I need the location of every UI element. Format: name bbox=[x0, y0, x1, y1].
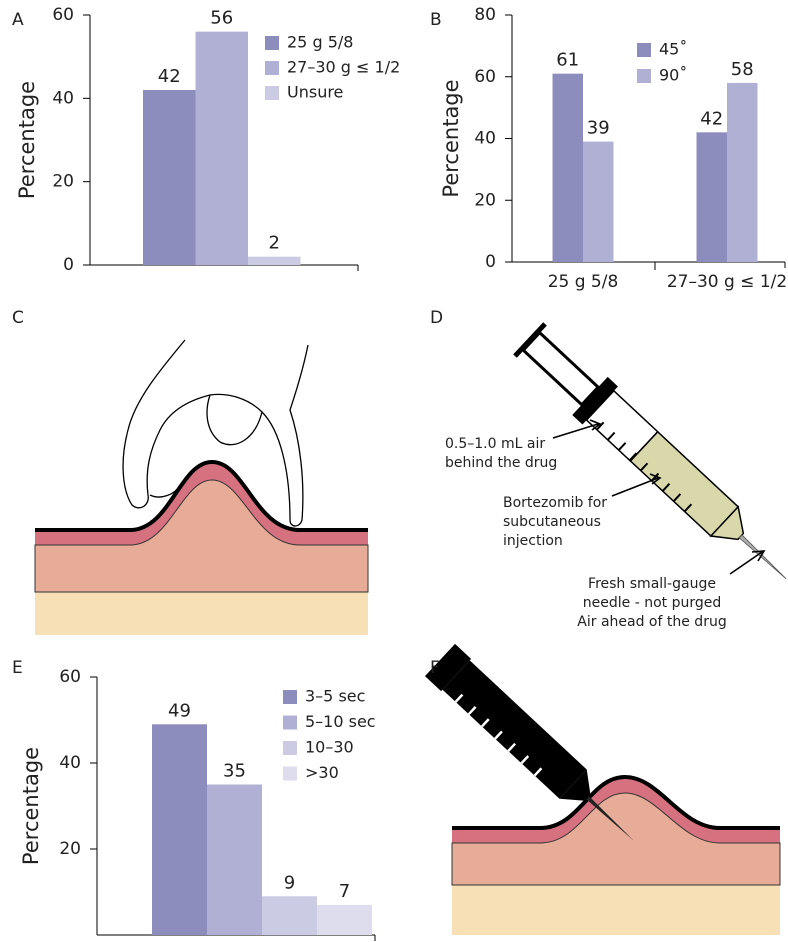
scale bbox=[454, 693, 543, 777]
value-label: 42 bbox=[158, 66, 181, 87]
bar bbox=[143, 90, 196, 265]
value-label: 42 bbox=[700, 108, 723, 129]
x-tick-label: 27–30 g ≤ 1/2 bbox=[667, 272, 787, 292]
bar bbox=[552, 73, 583, 262]
y-tick-label: 60 bbox=[474, 67, 496, 87]
bar bbox=[152, 724, 207, 935]
y-tick-label: 40 bbox=[52, 88, 74, 108]
bar bbox=[696, 132, 727, 262]
bar bbox=[195, 31, 248, 265]
y-tick-label: 60 bbox=[52, 5, 74, 25]
y-tick-label: 0 bbox=[485, 252, 496, 272]
arrows bbox=[552, 419, 766, 575]
annotation: behind the drug bbox=[445, 455, 557, 471]
flange bbox=[572, 376, 618, 425]
x-tick-label: 25 g 5/8 bbox=[548, 272, 619, 292]
legend-swatch bbox=[265, 86, 279, 100]
hub bbox=[559, 769, 591, 801]
legend-label: 5–10 sec bbox=[305, 712, 376, 731]
value-label: 2 bbox=[269, 233, 280, 254]
value-label: 35 bbox=[223, 761, 246, 782]
legend-swatch bbox=[283, 715, 297, 730]
panel-label: C bbox=[12, 308, 24, 328]
annotation: injection bbox=[503, 533, 563, 549]
legend-label: Unsure bbox=[287, 83, 343, 102]
panel-label: E bbox=[12, 658, 23, 678]
needle bbox=[738, 534, 787, 580]
value-label: 61 bbox=[556, 50, 579, 71]
plunger-rod bbox=[521, 330, 601, 407]
value-label: 39 bbox=[587, 118, 610, 139]
legend-swatch bbox=[265, 36, 279, 50]
tissue bbox=[34, 479, 369, 593]
panel-label: B bbox=[430, 10, 442, 30]
y-tick-label: 40 bbox=[59, 753, 81, 773]
bar bbox=[317, 904, 372, 935]
legend-label: 3–5 sec bbox=[305, 687, 365, 706]
value-label: 7 bbox=[339, 881, 350, 902]
fingers bbox=[122, 339, 309, 527]
syringe bbox=[513, 322, 787, 580]
y-tick-label: 80 bbox=[474, 5, 496, 25]
legend-label: 10–30 bbox=[305, 738, 354, 757]
needle bbox=[586, 796, 634, 841]
skin-pinch-illustration bbox=[34, 339, 369, 635]
value-label: 49 bbox=[168, 700, 191, 721]
y-axis-label: Percentage bbox=[439, 79, 463, 197]
scale bbox=[596, 421, 693, 513]
skin-outline bbox=[452, 774, 780, 830]
panel-label: D bbox=[430, 308, 443, 328]
y-tick-label: 20 bbox=[59, 839, 81, 859]
annotation: subcutaneous bbox=[503, 514, 601, 530]
bar bbox=[248, 256, 301, 265]
legend-label: >30 bbox=[305, 763, 339, 782]
y-tick-label: 20 bbox=[52, 172, 74, 192]
annotation: needle - not purged bbox=[583, 595, 721, 611]
y-axis-label: Percentage bbox=[15, 81, 39, 199]
y-tick-label: 60 bbox=[59, 667, 81, 687]
bar bbox=[583, 141, 614, 262]
annotation: Bortezomib for bbox=[503, 495, 607, 511]
panel-label: F bbox=[430, 658, 440, 678]
plunger-head bbox=[513, 322, 547, 358]
skin-outline bbox=[35, 459, 368, 532]
value-label: 56 bbox=[210, 8, 233, 29]
barrel-drug bbox=[629, 430, 740, 538]
panel-label: A bbox=[12, 10, 24, 30]
annotation: Air ahead of the drug bbox=[577, 614, 726, 630]
bar bbox=[262, 896, 317, 935]
y-tick-label: 40 bbox=[474, 129, 496, 149]
fat-layer bbox=[452, 885, 780, 935]
bar bbox=[207, 784, 262, 935]
value-label: 9 bbox=[284, 872, 295, 893]
flange bbox=[424, 643, 472, 692]
y-axis-label: Percentage bbox=[19, 747, 43, 865]
legend-swatch bbox=[265, 61, 279, 75]
syringe bbox=[424, 643, 634, 841]
annotation: 0.5–1.0 mL air bbox=[445, 436, 545, 452]
legend-label: 27–30 g ≤ 1/2 bbox=[287, 58, 400, 77]
bar bbox=[727, 82, 758, 262]
legend-swatch bbox=[283, 690, 297, 704]
hub bbox=[709, 505, 745, 541]
y-tick-label: 20 bbox=[474, 190, 496, 210]
value-label: 58 bbox=[731, 59, 754, 80]
legend-swatch bbox=[283, 766, 297, 781]
legend-swatch bbox=[283, 741, 297, 755]
y-tick-label: 0 bbox=[63, 255, 74, 275]
fat-layer bbox=[35, 592, 368, 635]
injection-illustration bbox=[424, 643, 781, 935]
annotation: Fresh small-gauge bbox=[588, 576, 716, 592]
legend-swatch bbox=[637, 43, 651, 57]
legend-label: 25 g 5/8 bbox=[287, 33, 353, 52]
legend-swatch bbox=[637, 69, 651, 83]
legend-label: 45˚ bbox=[659, 40, 687, 59]
tissue bbox=[451, 792, 781, 886]
legend-label: 90˚ bbox=[659, 66, 687, 85]
barrel bbox=[442, 660, 587, 799]
